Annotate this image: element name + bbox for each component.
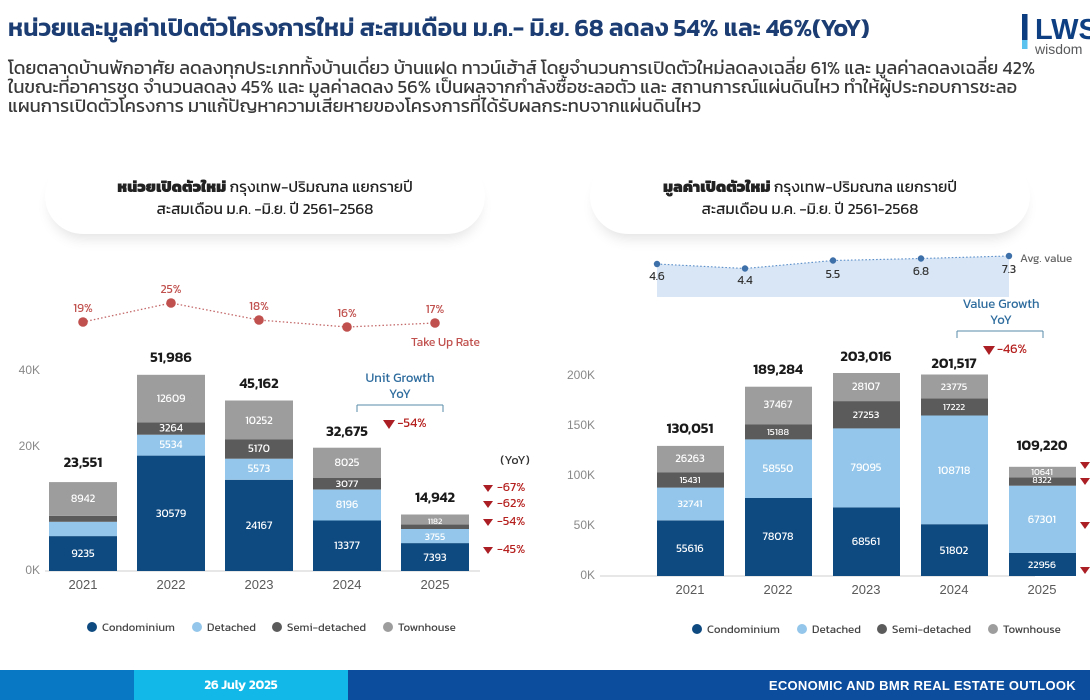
svg-text:28107: 28107 xyxy=(852,379,881,395)
svg-text:3755: 3755 xyxy=(425,529,445,544)
svg-text:Detached: Detached xyxy=(207,618,256,636)
svg-text:2025: 2025 xyxy=(1028,582,1057,597)
svg-text:2022: 2022 xyxy=(157,577,186,592)
svg-text:32,675: 32,675 xyxy=(326,420,368,442)
svg-text:Condominium: Condominium xyxy=(102,618,175,636)
svg-text:Detached: Detached xyxy=(812,620,861,638)
svg-text:203,016: 203,016 xyxy=(840,345,891,367)
svg-text:2023: 2023 xyxy=(245,577,274,592)
svg-text:55616: 55616 xyxy=(676,541,703,557)
svg-text:1182: 1182 xyxy=(428,516,443,528)
svg-text:-54%: -54% xyxy=(397,414,426,433)
svg-text:14,942: 14,942 xyxy=(415,486,456,508)
svg-text:-54%: -54% xyxy=(497,511,525,530)
svg-text:109,220: 109,220 xyxy=(1016,434,1067,456)
svg-text:201,517: 201,517 xyxy=(931,352,976,374)
svg-text:Townhouse: Townhouse xyxy=(398,618,456,636)
svg-text:22956: 22956 xyxy=(1028,557,1056,573)
svg-text:4.6: 4.6 xyxy=(649,267,665,285)
svg-text:2024: 2024 xyxy=(940,582,969,597)
svg-text:79095: 79095 xyxy=(851,460,882,476)
svg-text:189,284: 189,284 xyxy=(753,358,803,380)
svg-text:8942: 8942 xyxy=(71,491,96,507)
svg-text:0K: 0K xyxy=(25,563,40,577)
svg-text:37467: 37467 xyxy=(764,397,793,413)
svg-text:7393: 7393 xyxy=(423,550,446,566)
svg-text:0K: 0K xyxy=(580,568,595,582)
svg-text:51,986: 51,986 xyxy=(150,346,192,368)
svg-text:15188: 15188 xyxy=(767,425,790,439)
svg-text:13377: 13377 xyxy=(334,538,360,554)
svg-text:67301: 67301 xyxy=(1028,512,1056,528)
svg-text:200K: 200K xyxy=(567,368,595,382)
svg-text:9235: 9235 xyxy=(71,546,95,562)
svg-text:58550: 58550 xyxy=(763,461,794,477)
svg-text:7.3: 7.3 xyxy=(1002,260,1016,278)
svg-text:23,551: 23,551 xyxy=(64,451,103,473)
svg-text:19%: 19% xyxy=(73,299,93,317)
svg-text:51802: 51802 xyxy=(940,543,969,559)
svg-text:YoY: YoY xyxy=(389,385,411,404)
svg-text:5.5: 5.5 xyxy=(826,265,841,283)
svg-text:8025: 8025 xyxy=(335,455,360,471)
svg-text:10252: 10252 xyxy=(245,413,273,429)
svg-text:2023: 2023 xyxy=(852,582,881,597)
svg-text:5534: 5534 xyxy=(159,437,182,453)
svg-text:2021: 2021 xyxy=(69,577,98,592)
svg-text:(YoY): (YoY) xyxy=(500,450,529,469)
svg-text:Avg. value: Avg. value xyxy=(1020,249,1072,267)
svg-text:15431: 15431 xyxy=(679,473,700,487)
svg-text:45,162: 45,162 xyxy=(239,372,279,394)
svg-text:17222: 17222 xyxy=(943,400,965,414)
svg-text:2022: 2022 xyxy=(764,582,793,597)
svg-text:27253: 27253 xyxy=(853,407,880,423)
svg-text:2024: 2024 xyxy=(333,577,362,592)
svg-text:Take Up Rate: Take Up Rate xyxy=(411,333,480,351)
svg-text:5573: 5573 xyxy=(248,461,271,477)
svg-text:5170: 5170 xyxy=(248,441,270,457)
svg-text:2021: 2021 xyxy=(676,582,705,597)
svg-text:68561: 68561 xyxy=(852,534,880,550)
svg-text:108718: 108718 xyxy=(938,463,971,479)
svg-text:Semi-detached: Semi-detached xyxy=(892,620,971,638)
svg-text:100K: 100K xyxy=(567,468,595,482)
svg-text:20K: 20K xyxy=(19,439,40,453)
svg-text:Semi-detached: Semi-detached xyxy=(287,618,366,636)
svg-text:16%: 16% xyxy=(337,304,357,322)
svg-text:Condominium: Condominium xyxy=(707,620,780,638)
svg-text:30579: 30579 xyxy=(156,506,186,522)
svg-text:YoY: YoY xyxy=(990,311,1012,330)
svg-text:2025: 2025 xyxy=(421,577,450,592)
svg-text:-62%: -62% xyxy=(497,493,525,512)
svg-text:8196: 8196 xyxy=(336,497,359,513)
svg-text:78078: 78078 xyxy=(762,529,793,545)
svg-text:32741: 32741 xyxy=(677,496,702,512)
svg-text:150K: 150K xyxy=(567,418,595,432)
svg-text:40K: 40K xyxy=(19,363,40,377)
svg-text:3077: 3077 xyxy=(336,476,359,492)
svg-text:6.8: 6.8 xyxy=(913,262,929,280)
svg-text:12609: 12609 xyxy=(157,391,186,407)
svg-text:25%: 25% xyxy=(160,280,181,298)
svg-text:10641: 10641 xyxy=(1031,465,1053,479)
svg-text:23775: 23775 xyxy=(941,379,968,395)
svg-text:18%: 18% xyxy=(249,297,269,315)
svg-text:17%: 17% xyxy=(426,300,445,318)
svg-text:130,051: 130,051 xyxy=(667,417,714,439)
svg-text:3264: 3264 xyxy=(159,421,183,437)
svg-text:50K: 50K xyxy=(574,518,595,532)
svg-text:26263: 26263 xyxy=(675,451,705,467)
svg-text:-46%: -46% xyxy=(997,340,1027,359)
svg-text:-45%: -45% xyxy=(497,539,525,558)
svg-text:Townhouse: Townhouse xyxy=(1003,620,1061,638)
svg-text:4.4: 4.4 xyxy=(737,271,753,289)
svg-text:24167: 24167 xyxy=(246,518,273,534)
